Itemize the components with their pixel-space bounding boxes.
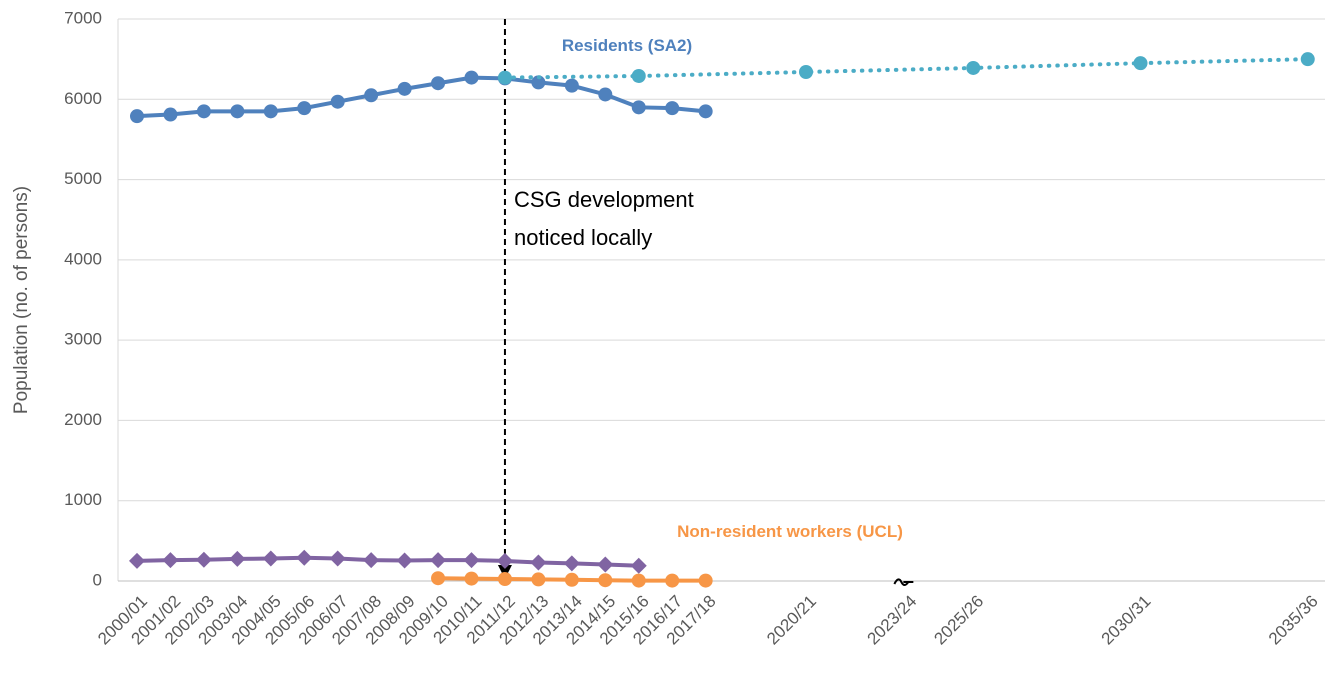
- point: [296, 549, 313, 566]
- point: [297, 101, 312, 116]
- series-label: Residents (SA2): [561, 36, 693, 55]
- y-axis-label: Population (no. of persons): [11, 186, 32, 414]
- point: [464, 70, 479, 85]
- point: [497, 70, 512, 85]
- point: [229, 550, 246, 567]
- x-tick-label: 2030/31: [1098, 592, 1155, 649]
- point: [698, 573, 713, 588]
- point: [1300, 52, 1315, 67]
- x-tick-label: 2020/21: [763, 592, 820, 649]
- point: [564, 78, 579, 93]
- point: [363, 552, 380, 569]
- series-label: Non-resident workers (UCL): [677, 522, 903, 541]
- point: [665, 101, 680, 116]
- point: [698, 104, 713, 119]
- point: [329, 550, 346, 567]
- point: [364, 88, 379, 103]
- point: [397, 81, 412, 96]
- point: [330, 94, 345, 109]
- point: [262, 550, 279, 567]
- x-tick-label: 2023/24: [863, 592, 920, 649]
- point: [163, 107, 178, 122]
- point: [966, 60, 981, 75]
- y-tick-label: 7000: [64, 8, 102, 27]
- point: [631, 100, 646, 115]
- point: [263, 104, 278, 119]
- x-tick-label: 2025/26: [930, 592, 987, 649]
- y-tick-label: 3000: [64, 330, 102, 349]
- point: [162, 552, 179, 569]
- point: [531, 572, 546, 587]
- point: [431, 571, 446, 586]
- point: [531, 75, 546, 90]
- point: [597, 556, 614, 573]
- point: [631, 69, 646, 84]
- y-tick-label: 1000: [64, 490, 102, 509]
- point: [630, 557, 647, 574]
- y-tick-label: 0: [93, 570, 102, 589]
- point: [430, 552, 447, 569]
- series-line: [135, 555, 641, 568]
- point: [497, 571, 512, 586]
- point: [230, 104, 245, 119]
- point: [1133, 56, 1148, 71]
- point: [431, 76, 446, 91]
- point: [799, 64, 813, 79]
- point: [631, 573, 646, 588]
- point: [598, 573, 613, 588]
- point: [563, 555, 580, 572]
- annotation: CSG development noticed locally: [514, 187, 694, 250]
- series-line: [135, 75, 708, 119]
- y-tick-label: 2000: [64, 410, 102, 429]
- point: [530, 554, 547, 571]
- point: [129, 552, 145, 569]
- point: [598, 87, 613, 102]
- point: [396, 552, 413, 569]
- y-tick-label: 4000: [64, 249, 102, 268]
- point: [195, 551, 212, 568]
- point: [665, 573, 680, 588]
- x-tick-label: 2035/36: [1265, 592, 1322, 649]
- axis-break: [893, 578, 914, 586]
- y-tick-label: 6000: [64, 89, 102, 108]
- y-tick-label: 5000: [64, 169, 102, 188]
- point: [564, 572, 579, 587]
- point: [463, 552, 480, 569]
- point: [464, 571, 479, 586]
- point: [130, 109, 144, 124]
- point: [196, 104, 211, 119]
- series-line: [502, 57, 1310, 80]
- point: [496, 552, 513, 569]
